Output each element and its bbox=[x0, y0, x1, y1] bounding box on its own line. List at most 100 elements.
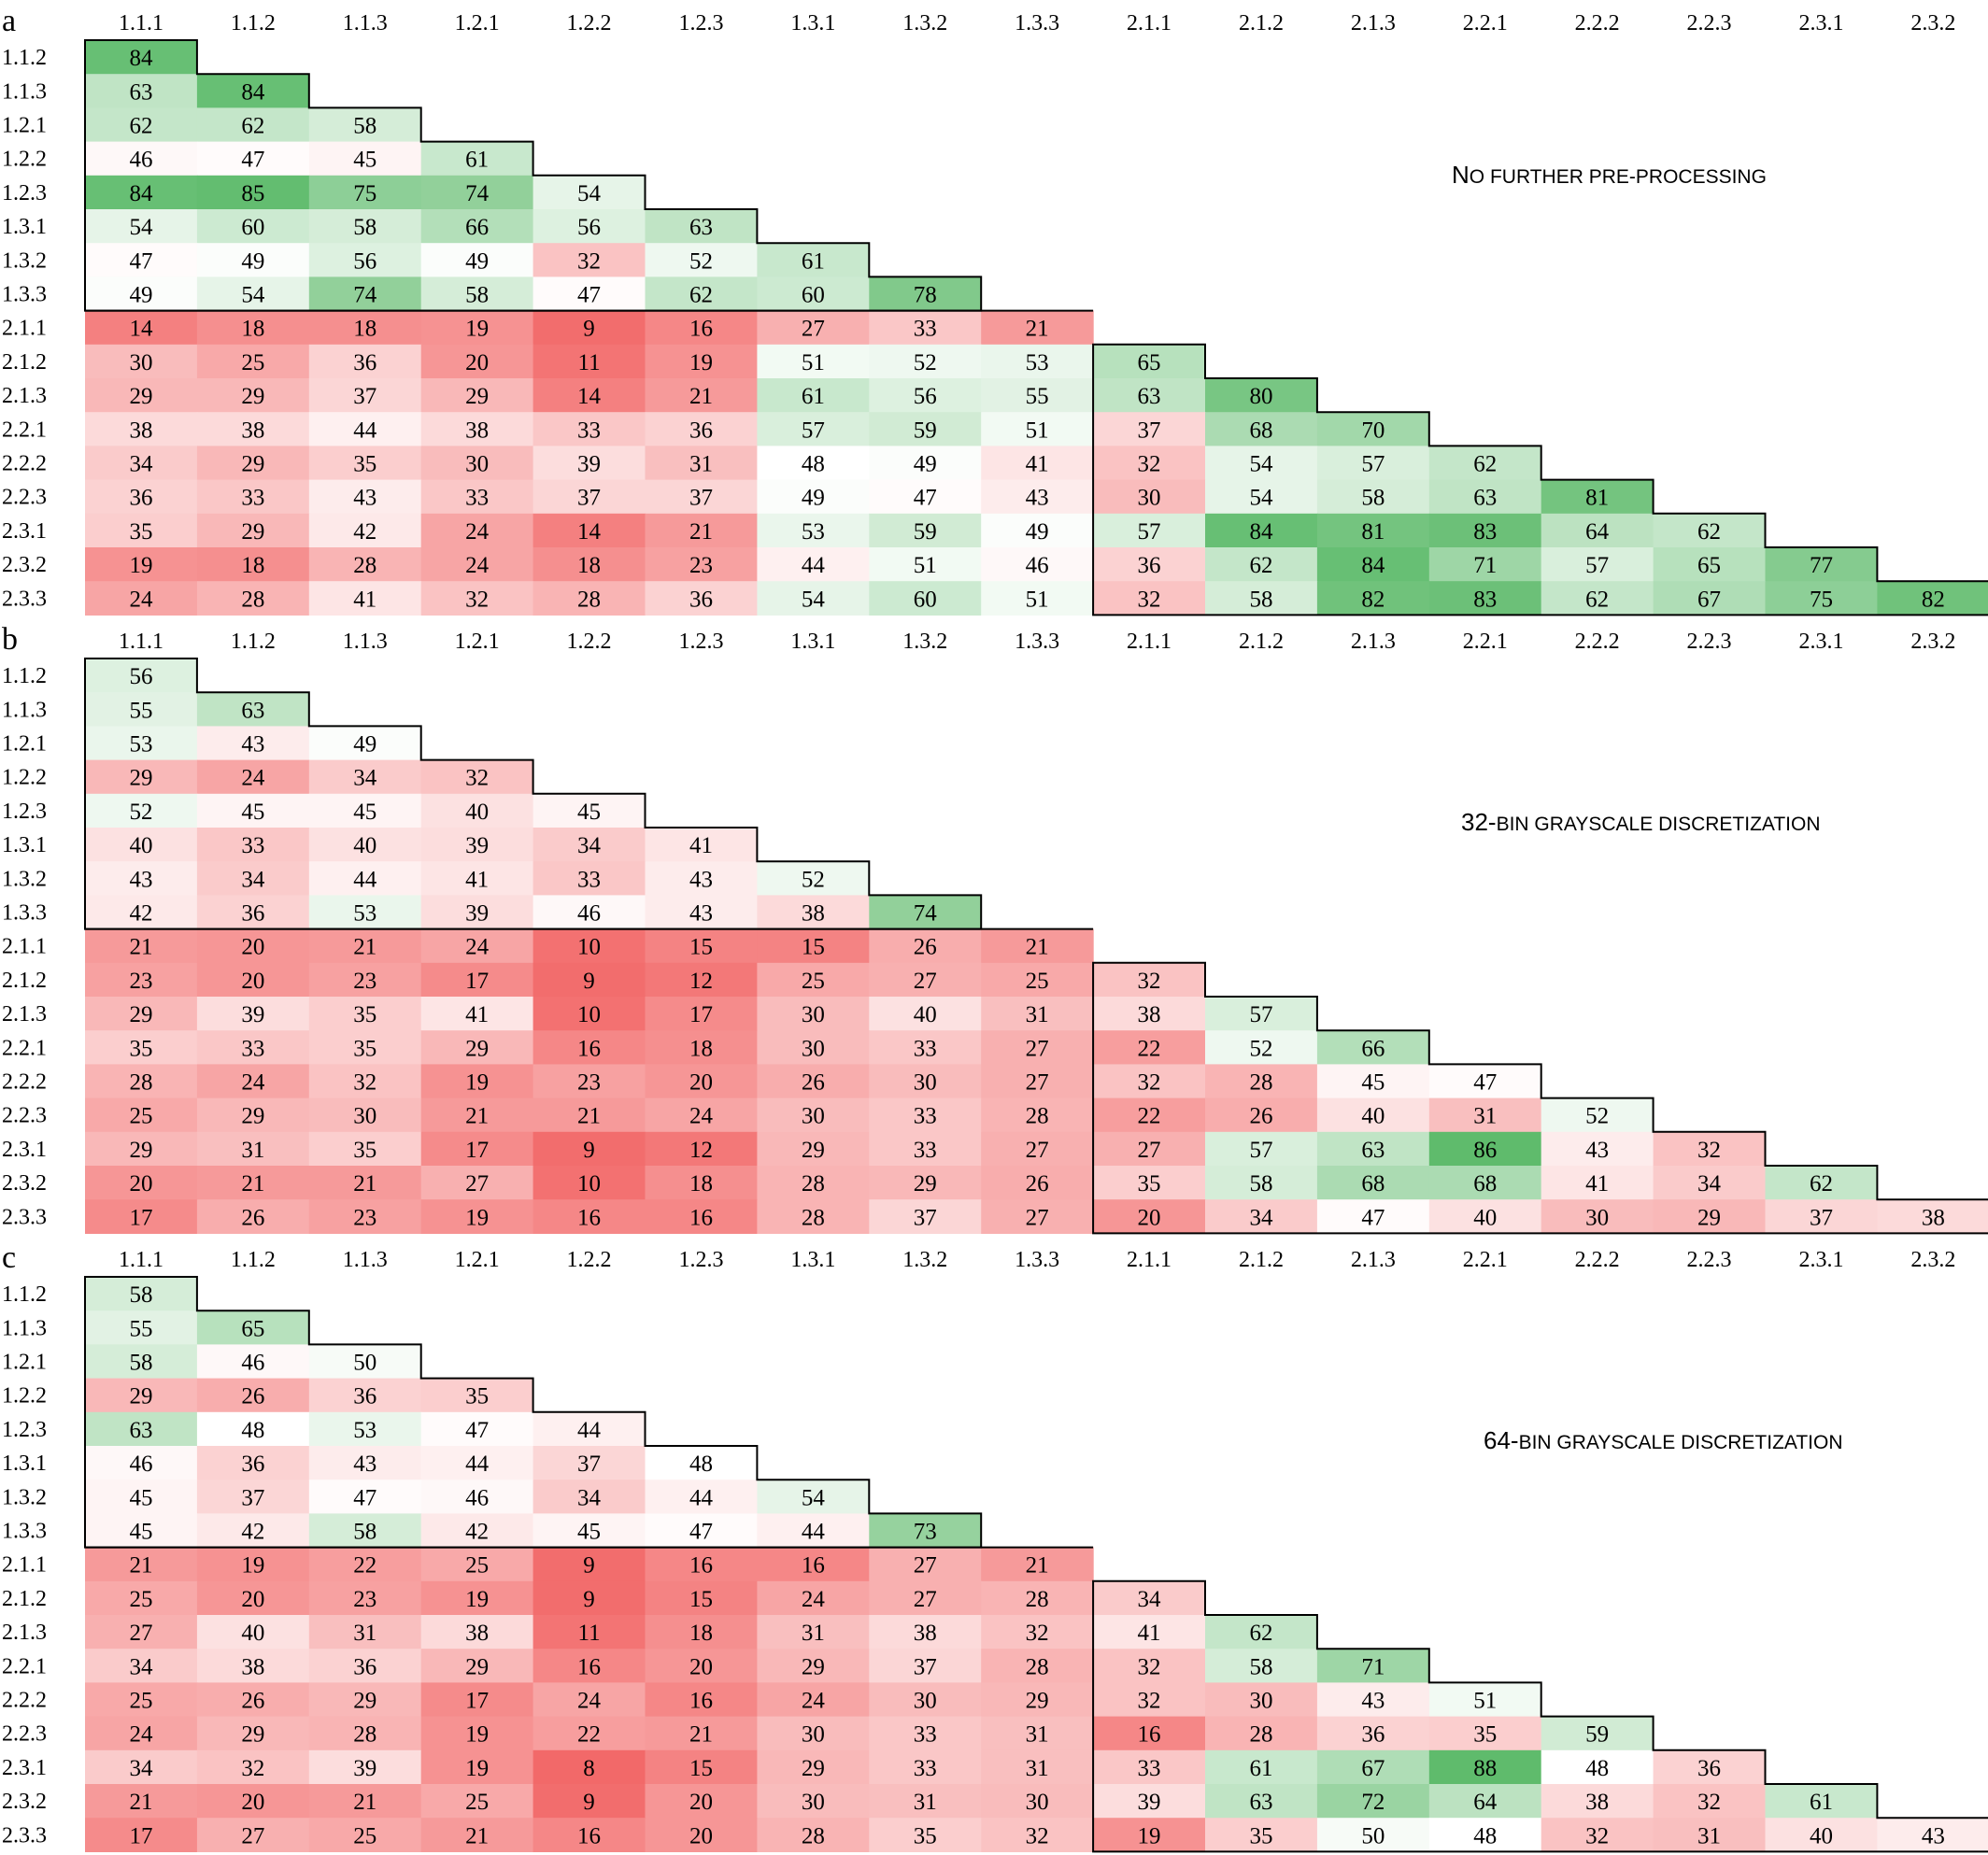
heatmap-cell bbox=[308, 1064, 422, 1099]
heatmap-cell bbox=[981, 547, 1094, 582]
heatmap-cell bbox=[420, 1378, 534, 1413]
cell-value: 20 bbox=[689, 1654, 713, 1679]
cell-value: 22 bbox=[1138, 1036, 1161, 1061]
heatmap-cell bbox=[1653, 1199, 1767, 1234]
cell-value: 67 bbox=[1361, 1756, 1384, 1781]
cell-value: 21 bbox=[1026, 935, 1049, 960]
cell-value: 51 bbox=[914, 553, 937, 578]
cell-value: 15 bbox=[802, 935, 825, 960]
cell-value: 46 bbox=[465, 1485, 489, 1510]
heatmap-cell bbox=[420, 1097, 534, 1133]
heatmap-cell bbox=[1428, 547, 1542, 582]
heatmap-cell bbox=[869, 344, 982, 379]
heatmap-cell bbox=[1653, 513, 1767, 548]
heatmap-cell bbox=[645, 344, 758, 379]
cell-value: 39 bbox=[1138, 1790, 1161, 1815]
cell-value: 25 bbox=[465, 1790, 489, 1815]
heatmap-cell bbox=[420, 547, 534, 582]
heatmap-cell bbox=[757, 1682, 870, 1718]
cell-value: 30 bbox=[802, 1104, 825, 1129]
cell-value: 28 bbox=[241, 587, 264, 612]
cell-value: 29 bbox=[1697, 1205, 1721, 1230]
cell-value: 37 bbox=[353, 384, 376, 409]
column-tick-label: 1.2.3 bbox=[678, 630, 723, 654]
heatmap-cell bbox=[308, 1749, 422, 1785]
heatmap-cell bbox=[308, 1166, 422, 1200]
heatmap-cell bbox=[85, 1344, 198, 1380]
heatmap-cell bbox=[420, 1513, 534, 1549]
heatmap-cell bbox=[981, 479, 1094, 515]
heatmap-cell bbox=[420, 1547, 534, 1582]
heatmap-cell bbox=[420, 1649, 534, 1683]
cell-value: 88 bbox=[1473, 1756, 1497, 1781]
cell-value: 28 bbox=[802, 1205, 825, 1230]
heatmap-cell bbox=[420, 243, 534, 277]
cell-value: 33 bbox=[914, 1104, 937, 1129]
heatmap-cell bbox=[308, 513, 422, 548]
cell-value: 39 bbox=[577, 452, 601, 477]
heatmap-cell bbox=[532, 1513, 646, 1549]
cell-value: 38 bbox=[1585, 1790, 1609, 1815]
cell-value: 53 bbox=[1026, 350, 1049, 375]
heatmap-cell bbox=[757, 1199, 870, 1234]
heatmap-cell bbox=[420, 1131, 534, 1167]
heatmap-cell bbox=[532, 1097, 646, 1133]
cell-value: 62 bbox=[241, 114, 264, 139]
heatmap-cell bbox=[85, 1547, 198, 1582]
cell-value: 41 bbox=[465, 1002, 489, 1027]
heatmap-cell bbox=[196, 759, 310, 795]
heatmap-cell bbox=[85, 378, 198, 413]
cell-value: 58 bbox=[1249, 1654, 1272, 1679]
heatmap-cell bbox=[308, 1446, 422, 1480]
row-tick-label: 2.3.2 bbox=[2, 553, 47, 577]
cell-value: 67 bbox=[1697, 587, 1721, 612]
cell-value: 37 bbox=[577, 486, 601, 511]
cell-value: 58 bbox=[1249, 1171, 1272, 1197]
cell-value: 29 bbox=[1026, 1689, 1049, 1714]
heatmap-cell bbox=[308, 175, 422, 210]
heatmap-cell bbox=[420, 1716, 534, 1751]
row-tick-label: 2.1.3 bbox=[2, 1002, 47, 1027]
cell-value: 26 bbox=[914, 935, 937, 960]
heatmap-cell bbox=[757, 962, 870, 998]
heatmap-cell bbox=[532, 1446, 646, 1480]
heatmap-cell bbox=[1093, 1580, 1206, 1616]
heatmap-cell bbox=[85, 1310, 198, 1345]
cell-value: 23 bbox=[129, 969, 152, 994]
cell-value: 34 bbox=[1249, 1205, 1273, 1230]
heatmap-cell bbox=[420, 1411, 534, 1447]
heatmap-cell bbox=[85, 1615, 198, 1650]
cell-value: 68 bbox=[1473, 1171, 1497, 1197]
cell-value: 49 bbox=[465, 248, 489, 274]
heatmap-cell bbox=[1765, 547, 1878, 582]
column-tick-label: 2.1.1 bbox=[1127, 11, 1172, 35]
heatmap-cell bbox=[1428, 1199, 1542, 1234]
row-tick-label: 1.2.3 bbox=[2, 1418, 47, 1442]
cell-value: 32 bbox=[1026, 1823, 1049, 1848]
heatmap-cell bbox=[308, 446, 422, 481]
heatmap-cell bbox=[85, 513, 198, 548]
cell-value: 31 bbox=[914, 1790, 937, 1815]
heatmap-cell bbox=[532, 861, 646, 896]
row-tick-label: 2.3.1 bbox=[2, 1756, 47, 1780]
heatmap-cell bbox=[757, 412, 870, 446]
cell-value: 21 bbox=[353, 1790, 376, 1815]
heatmap-cell bbox=[420, 1580, 534, 1616]
heatmap-cell bbox=[196, 1547, 310, 1582]
heatmap-cell bbox=[420, 759, 534, 795]
heatmap-cell bbox=[645, 861, 758, 896]
heatmap-cell bbox=[196, 209, 310, 244]
cell-value: 63 bbox=[689, 215, 713, 240]
cell-value: 21 bbox=[353, 1171, 376, 1197]
column-tick-label: 2.1.2 bbox=[1239, 11, 1284, 35]
heatmap-cell bbox=[532, 1480, 646, 1514]
column-tick-label: 1.3.1 bbox=[790, 1248, 835, 1272]
heatmap-cell bbox=[308, 1097, 422, 1133]
heatmap-cell bbox=[532, 1199, 646, 1234]
cell-value: 29 bbox=[241, 1722, 264, 1748]
heatmap-cell bbox=[308, 1682, 422, 1718]
heatmap-cell bbox=[981, 446, 1094, 481]
heatmap-cell bbox=[85, 1749, 198, 1785]
cell-value: 9 bbox=[583, 317, 595, 342]
